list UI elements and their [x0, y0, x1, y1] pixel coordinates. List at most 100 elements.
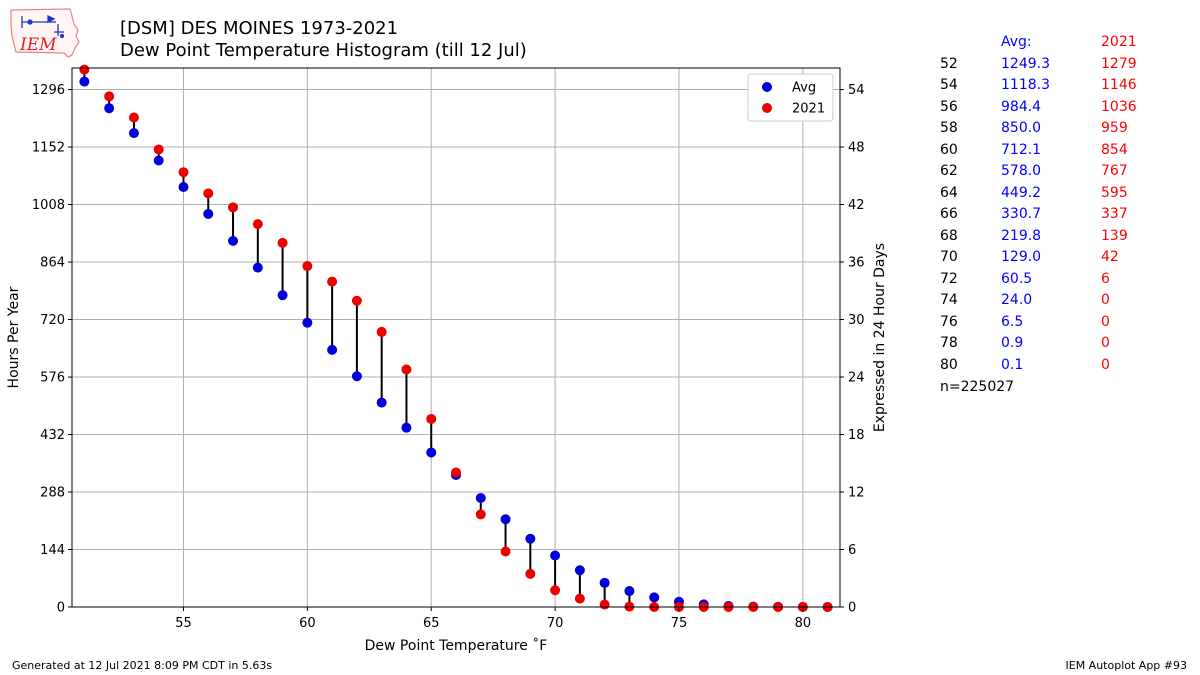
y2-tick-label: 24 — [848, 371, 865, 386]
y-tick-label: 288 — [40, 486, 65, 501]
avg-point — [178, 181, 189, 192]
stats-row: 56 984.4 1036 — [940, 97, 1137, 119]
stats-header-cell: 2021 — [1101, 34, 1137, 50]
stats-cell: 337 — [1101, 206, 1128, 222]
y2-axis-label: Expressed in 24 Hour Days — [872, 243, 888, 432]
2021-point — [153, 144, 164, 155]
x-axis-label: Dew Point Temperature ˚F — [365, 637, 548, 654]
avg-point — [252, 262, 263, 273]
stats-row: 64 449.2 595 — [940, 183, 1137, 205]
stats-cell: 42 — [1101, 249, 1119, 265]
stats-cell: 0 — [1101, 292, 1110, 308]
y-tick-label: 576 — [40, 371, 65, 386]
stats-cell: 70 — [940, 249, 958, 265]
2021-point — [252, 219, 263, 230]
stats-row: 80 0.1 0 — [940, 355, 1137, 377]
plot-frame — [71, 67, 841, 608]
stats-cell: 52 — [940, 55, 958, 72]
avg-point — [302, 317, 313, 328]
stats-table: Avg: 2021 52 1249.3 1279 54 1118.3 1146 56 984.4 1… — [940, 32, 1137, 376]
avg-point — [376, 397, 387, 408]
stats-row: 52 1249.3 1279 — [940, 54, 1137, 76]
stats-cell: 449.2 — [1001, 184, 1042, 201]
2021-point — [302, 261, 313, 272]
stats-cell: 578.0 — [1001, 163, 1042, 179]
avg-point — [401, 422, 412, 433]
avg-point — [351, 371, 362, 382]
stats-row: 62 578.0 767 — [940, 161, 1137, 183]
stats-cell: 6.5 — [1001, 313, 1024, 330]
2021-point — [178, 167, 189, 178]
y-tick-label: 720 — [40, 313, 65, 328]
x-tick-label: 75 — [671, 616, 688, 631]
stats-cell: 129.0 — [1001, 249, 1042, 265]
stats-cell: 219.8 — [1001, 227, 1042, 244]
stats-cell: 0.1 — [1001, 356, 1024, 373]
stats-cell: 1249.3 — [1001, 55, 1050, 72]
stats-cell: 854 — [1101, 141, 1128, 158]
legend-label-2021: 2021 — [792, 102, 825, 117]
stats-cell: 66 — [940, 206, 958, 222]
avg-point — [327, 344, 338, 355]
stats-row: 58 850.0 959 — [940, 118, 1137, 140]
stats-cell: 0 — [1101, 356, 1110, 373]
avg-point — [525, 533, 536, 544]
iem-logo: IEM — [10, 8, 80, 58]
y2-axis-ticks: 0 6 12 18 24 30 36 42 48 54 — [840, 83, 865, 616]
legend-label-avg: Avg — [792, 81, 816, 96]
x-tick-label: 70 — [547, 616, 564, 631]
y-tick-label: 1152 — [32, 141, 65, 156]
y2-tick-label: 54 — [848, 83, 865, 98]
stats-cell: 62 — [940, 163, 958, 179]
stats-header-row: Avg: 2021 — [940, 32, 1137, 54]
stats-cell: 78 — [940, 335, 958, 351]
avg-point — [153, 155, 164, 166]
y-tick-label: 0 — [57, 601, 65, 616]
stats-cell: 60.5 — [1001, 270, 1033, 287]
stats-cell: 6 — [1101, 270, 1110, 287]
sample-count: n=225027 — [940, 379, 1015, 395]
avg-series-points — [79, 76, 833, 612]
stats-cell: 56 — [940, 98, 958, 115]
y-axis-label: Hours Per Year — [6, 286, 22, 388]
avg-point — [79, 76, 90, 87]
2021-point — [228, 202, 239, 213]
x-tick-label: 80 — [795, 616, 812, 631]
stats-header-cell: Avg: — [1001, 34, 1032, 50]
stats-cell: 76 — [940, 313, 958, 330]
stats-cell: 1279 — [1101, 55, 1137, 72]
2021-point — [500, 546, 511, 557]
stats-row: 54 1118.3 1146 — [940, 75, 1137, 97]
stats-row: 74 24.0 0 — [940, 290, 1137, 312]
y2-tick-label: 18 — [848, 428, 865, 443]
x-axis-ticks: 55 60 65 70 75 80 — [175, 607, 811, 631]
legend-marker-avg — [762, 82, 772, 92]
avg-point — [574, 565, 585, 576]
stats-row: 78 0.9 0 — [940, 333, 1137, 355]
stats-cell: 595 — [1101, 184, 1128, 201]
avg-point — [624, 586, 635, 597]
y2-tick-label: 12 — [848, 486, 865, 501]
stats-cell: 139 — [1101, 227, 1128, 244]
avg-point — [475, 493, 486, 504]
y-tick-label: 1008 — [32, 198, 65, 213]
y-tick-label: 864 — [40, 256, 65, 271]
chart-title: [DSM] DES MOINES 1973-2021 — [120, 18, 399, 39]
avg-point — [228, 235, 239, 246]
2021-point — [376, 326, 387, 337]
stats-cell: 712.1 — [1001, 141, 1042, 158]
stats-cell: 54 — [940, 77, 958, 93]
avg-point — [426, 447, 437, 458]
stats-cell: 0 — [1101, 335, 1110, 351]
x-tick-label: 60 — [299, 616, 316, 631]
stats-cell: 24.0 — [1001, 292, 1033, 308]
avg-point — [599, 577, 610, 588]
y-tick-label: 432 — [40, 428, 65, 443]
stats-cell: 58 — [940, 120, 958, 136]
difference-stems — [83, 69, 829, 607]
2021-point — [525, 568, 536, 579]
y2-tick-label: 42 — [848, 198, 865, 213]
stats-cell: 330.7 — [1001, 206, 1042, 222]
2021-point — [401, 364, 412, 375]
